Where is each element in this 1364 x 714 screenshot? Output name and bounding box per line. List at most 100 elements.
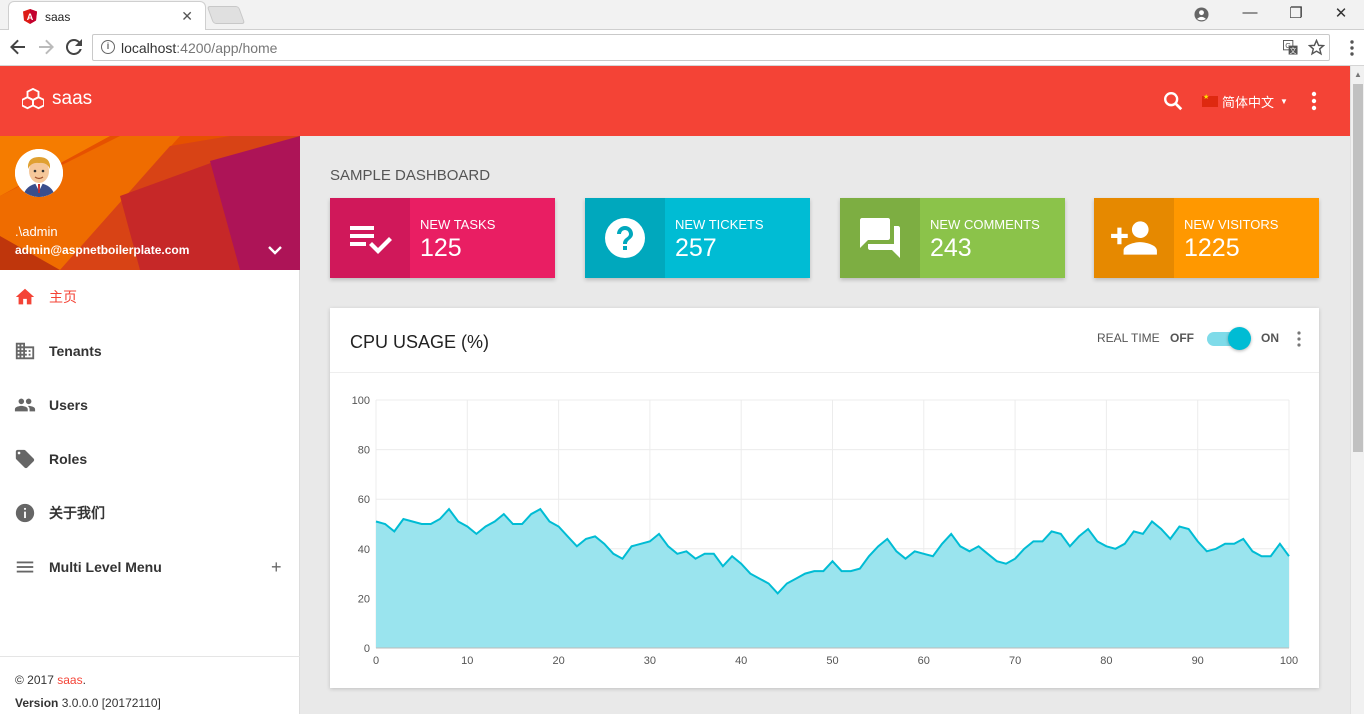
browser-menu-icon[interactable]: [1350, 40, 1354, 56]
sidebar-footer: © 2017 saas. Version 3.0.0.0 [20172110]: [0, 656, 300, 710]
svg-text:文: 文: [1290, 46, 1297, 55]
angular-icon: A: [23, 9, 37, 24]
forward-icon[interactable]: [38, 39, 54, 55]
card-title: CPU USAGE (%): [350, 332, 490, 352]
sidebar-item-tenants[interactable]: Tenants: [0, 324, 299, 378]
info-box-icon: [1094, 198, 1174, 278]
profile-icon[interactable]: [1194, 7, 1209, 22]
expand-plus-icon[interactable]: +: [271, 557, 282, 577]
scroll-up-arrow-icon[interactable]: ▲: [1354, 70, 1362, 79]
info-box-new-visitors[interactable]: NEW VISITORS 1225: [1094, 198, 1319, 278]
y-tick-label: 80: [358, 445, 370, 457]
info-box-value: 243: [930, 234, 972, 262]
reload-icon[interactable]: [66, 39, 82, 55]
scrollbar-thumb[interactable]: [1353, 84, 1363, 452]
info-box-new-comments[interactable]: NEW COMMENTS 243: [840, 198, 1065, 278]
sidebar-item-label: 关于我们: [49, 505, 105, 521]
back-icon[interactable]: [10, 39, 26, 55]
user-email: admin@aspnetboilerplate.com: [15, 243, 190, 257]
footer-brand-link[interactable]: saas: [57, 673, 83, 687]
x-tick-label: 100: [1280, 655, 1298, 667]
realtime-label: REAL TIME: [1097, 331, 1160, 345]
sidebar-item-about[interactable]: 关于我们: [0, 486, 299, 540]
realtime-toggle-thumb[interactable]: [1228, 327, 1251, 350]
brand-name: saas: [52, 88, 93, 109]
info-box-label: NEW COMMENTS: [930, 217, 1040, 232]
translate-icon[interactable]: G 文: [1283, 40, 1298, 55]
user-avatar-icon: [15, 149, 63, 197]
card-more-vert-icon[interactable]: [1295, 330, 1303, 348]
x-tick-label: 10: [461, 655, 473, 667]
x-tick-label: 0: [373, 655, 379, 667]
page-title: SAMPLE DASHBOARD: [330, 167, 491, 184]
x-tick-label: 40: [735, 655, 747, 667]
china-flag-icon: [1202, 93, 1218, 107]
info-box-new-tasks[interactable]: NEW TASKS 125: [330, 198, 555, 278]
page-scrollbar[interactable]: ▲: [1350, 66, 1364, 714]
info-box-new-tickets[interactable]: NEW TICKETS 257: [585, 198, 810, 278]
chevron-down-icon[interactable]: [267, 244, 283, 256]
sidebar-item-multi-level-menu[interactable]: Multi Level Menu +: [0, 540, 299, 594]
new-tab-button[interactable]: [206, 6, 246, 24]
sidebar: .\admin admin@aspnetboilerplate.com 主页 T…: [0, 136, 300, 714]
tab-close-icon[interactable]: ✕: [181, 8, 193, 24]
sidebar-item-roles[interactable]: Roles: [0, 432, 299, 486]
info-box-label: NEW TASKS: [420, 217, 496, 232]
info-box-value: 1225: [1184, 234, 1240, 262]
info-box-label: NEW VISITORS: [1184, 217, 1279, 232]
tab-title: saas: [45, 10, 71, 24]
app-brand[interactable]: saas: [22, 88, 92, 110]
x-tick-label: 30: [644, 655, 656, 667]
more-vert-icon[interactable]: [1308, 90, 1320, 112]
sidebar-item-label: Tenants: [49, 343, 102, 359]
y-tick-label: 100: [352, 395, 370, 407]
browser-tab-bar: A saas ✕ — ❐ ✕: [0, 0, 1364, 30]
info-icon: [15, 503, 35, 523]
x-tick-label: 70: [1009, 655, 1021, 667]
info-box-icon: [585, 198, 665, 278]
site-info-icon[interactable]: i: [101, 40, 115, 54]
avatar[interactable]: [15, 149, 63, 197]
info-box-value: 257: [675, 234, 717, 262]
bookmark-star-icon[interactable]: [1308, 39, 1325, 56]
cpu-chart: 0 20 40 60 80 100 0 10 20 30 40 50 60 70 80 90 100: [330, 373, 1319, 688]
building-icon: [15, 342, 35, 360]
window-maximize-button[interactable]: ❐: [1289, 5, 1303, 22]
search-icon[interactable]: [1162, 90, 1184, 112]
sidebar-item-label: Users: [49, 397, 88, 413]
sidebar-item-label: Roles: [49, 451, 88, 467]
window-minimize-button[interactable]: —: [1242, 4, 1258, 21]
people-icon: [14, 398, 36, 412]
x-tick-label: 20: [552, 655, 564, 667]
info-box-label: NEW TICKETS: [675, 217, 764, 232]
info-box-value: 125: [420, 234, 462, 262]
y-tick-label: 20: [358, 593, 370, 605]
x-tick-label: 60: [918, 655, 930, 667]
url-bar[interactable]: i localhost:4200/app/home G 文: [92, 34, 1330, 61]
user-panel-background: [0, 136, 300, 270]
y-tick-label: 40: [358, 544, 370, 556]
cubes-logo-icon: [22, 88, 44, 110]
user-info-panel: .\admin admin@aspnetboilerplate.com: [0, 136, 300, 270]
playlist-check-icon: [350, 226, 392, 254]
svg-text:G: G: [1285, 41, 1291, 50]
sidebar-menu: 主页 Tenants Users Roles 关于我们 Multi Level …: [0, 270, 299, 594]
x-tick-label: 80: [1100, 655, 1112, 667]
caret-down-icon: ▼: [1280, 97, 1288, 106]
sidebar-item-label: Multi Level Menu: [49, 559, 162, 575]
cpu-chart-svg: 0 20 40 60 80 100 0 10 20 30 40 50 60 70 80 90 100: [352, 395, 1299, 667]
help-icon: [605, 218, 645, 258]
info-box-icon: [330, 198, 410, 278]
realtime-off-label: OFF: [1170, 331, 1194, 345]
sidebar-item-users[interactable]: Users: [0, 378, 299, 432]
copyright: © 2017 saas.: [15, 673, 86, 687]
user-name: .\admin: [15, 224, 58, 239]
cpu-usage-card: CPU USAGE (%) REAL TIME OFF ON 0 20 40 60 80…: [330, 308, 1319, 688]
browser-tab[interactable]: A saas ✕: [8, 1, 206, 30]
language-selector[interactable]: 简体中文 ▼: [1202, 92, 1288, 111]
person-add-icon: [1111, 221, 1157, 255]
card-header: CPU USAGE (%) REAL TIME OFF ON: [330, 308, 1319, 373]
sidebar-item-home[interactable]: 主页: [0, 270, 299, 324]
forum-icon: [860, 218, 900, 258]
window-close-button[interactable]: ✕: [1334, 5, 1348, 22]
